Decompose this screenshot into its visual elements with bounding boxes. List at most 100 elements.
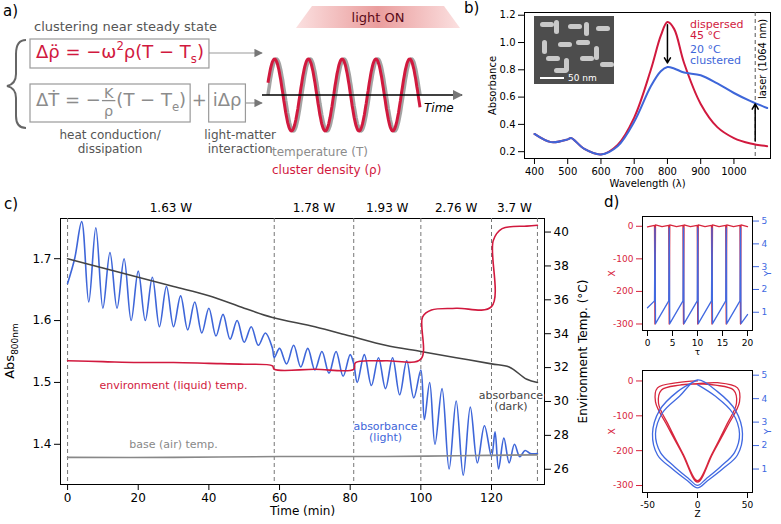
svg-text:heat conduction/dissipation: heat conduction/dissipation — [59, 128, 161, 156]
svg-text:80: 80 — [343, 491, 358, 505]
svg-text:light-matterinteraction: light-matterinteraction — [204, 128, 276, 156]
svg-text:0: 0 — [645, 338, 651, 348]
svg-text:base (air) temp.: base (air) temp. — [129, 438, 217, 451]
svg-text:15: 15 — [717, 338, 728, 348]
svg-text:0: 0 — [64, 491, 72, 505]
svg-text:absorbance(light): absorbance(light) — [353, 420, 417, 444]
svg-text:ρ(T − T: ρ(T − T — [124, 41, 192, 62]
svg-text:Environment Temp. (°C): Environment Temp. (°C) — [576, 280, 590, 424]
svg-text:1.5: 1.5 — [32, 375, 51, 389]
svg-text:a): a) — [3, 2, 18, 20]
svg-text:-300: -300 — [613, 480, 634, 490]
svg-text:5: 5 — [762, 216, 768, 226]
svg-text:ΔṪ = −: ΔṪ = − — [36, 89, 101, 110]
svg-text:20: 20 — [131, 491, 146, 505]
html-text:b): b) — [464, 0, 480, 17]
svg-text:laser (1064 nm): laser (1064 nm) — [757, 19, 768, 99]
svg-text:500: 500 — [558, 166, 577, 177]
svg-text:-100: -100 — [613, 411, 634, 421]
svg-text:X: X — [607, 428, 617, 434]
svg-text:(T − T: (T − T — [116, 89, 173, 110]
svg-text:0.4: 0.4 — [500, 119, 516, 130]
svg-text:): ) — [197, 41, 204, 62]
svg-text:700: 700 — [625, 166, 644, 177]
svg-text:iΔρ: iΔρ — [213, 89, 242, 110]
svg-text:30: 30 — [554, 394, 569, 408]
svg-text:Abs800nm: Abs800nm — [2, 323, 20, 379]
html-text:d): d) — [604, 193, 620, 211]
svg-text:0.8: 0.8 — [500, 64, 516, 75]
svg-text:X: X — [607, 270, 617, 276]
svg-text:1.2: 1.2 — [500, 9, 516, 20]
svg-text:0.6: 0.6 — [500, 91, 516, 102]
svg-text:absorbance(dark): absorbance(dark) — [479, 389, 543, 413]
svg-text:K: K — [104, 85, 114, 101]
svg-text:50 nm: 50 nm — [568, 73, 597, 83]
svg-text:0.2: 0.2 — [500, 146, 516, 157]
svg-text:Wavelength (λ): Wavelength (λ) — [609, 178, 685, 189]
svg-text:1: 1 — [762, 464, 768, 474]
svg-text:light ON: light ON — [352, 10, 405, 25]
svg-text:dispersed45 °C: dispersed45 °C — [690, 18, 744, 42]
svg-text:20 °Cclustered: 20 °Cclustered — [690, 43, 741, 67]
svg-text:e: e — [172, 100, 179, 114]
svg-text:Z: Z — [694, 509, 700, 519]
svg-text:clustering near steady state: clustering near steady state — [34, 19, 217, 34]
svg-text:3: 3 — [762, 417, 768, 427]
svg-text:1.6: 1.6 — [32, 313, 51, 327]
svg-text:600: 600 — [591, 166, 610, 177]
svg-text:0: 0 — [628, 221, 634, 231]
svg-text:2.76 W: 2.76 W — [435, 201, 478, 215]
svg-text:4: 4 — [762, 394, 768, 404]
svg-text:): ) — [179, 89, 186, 110]
svg-text:1.63 W: 1.63 W — [150, 201, 193, 215]
svg-text:Time (min): Time (min) — [269, 504, 335, 518]
svg-text:Y: Y — [763, 428, 773, 435]
svg-text:3.7 W: 3.7 W — [497, 201, 532, 215]
svg-text:2: 2 — [762, 440, 768, 450]
svg-text:34: 34 — [554, 327, 569, 341]
svg-text:cluster density (ρ): cluster density (ρ) — [272, 163, 381, 177]
svg-text:environment (liquid) temp.: environment (liquid) temp. — [100, 379, 248, 392]
svg-text:4: 4 — [762, 239, 768, 249]
svg-text:32: 32 — [554, 360, 569, 374]
svg-text:-300: -300 — [613, 319, 634, 329]
svg-text:-50: -50 — [640, 500, 655, 510]
svg-text:3: 3 — [762, 262, 768, 272]
svg-text:38: 38 — [554, 259, 569, 273]
svg-text:5: 5 — [762, 370, 768, 380]
svg-text:-100: -100 — [613, 254, 634, 264]
svg-text:5: 5 — [670, 338, 676, 348]
svg-text:120: 120 — [480, 491, 503, 505]
svg-text:Δρ̈ = −ω: Δρ̈ = −ω — [36, 41, 116, 62]
svg-text:100: 100 — [409, 491, 432, 505]
svg-text:900: 900 — [691, 166, 710, 177]
svg-text:1.7: 1.7 — [32, 252, 51, 266]
svg-text:28: 28 — [554, 428, 569, 442]
svg-text:temperature (T): temperature (T) — [272, 145, 368, 159]
svg-text:20: 20 — [742, 338, 754, 348]
svg-text:36: 36 — [554, 293, 569, 307]
svg-text:ρ: ρ — [104, 103, 113, 119]
svg-text:1.0: 1.0 — [500, 37, 516, 48]
svg-text:Y: Y — [763, 270, 773, 277]
svg-text:2: 2 — [116, 39, 123, 53]
svg-text:1.93 W: 1.93 W — [366, 201, 409, 215]
svg-text:Absorbance: Absorbance — [487, 56, 498, 115]
svg-text:400: 400 — [525, 166, 544, 177]
svg-text:1: 1 — [762, 307, 768, 317]
svg-text:Time: Time — [424, 101, 454, 115]
svg-text:-200: -200 — [613, 446, 634, 456]
svg-text:1.78 W: 1.78 W — [293, 201, 336, 215]
svg-text:40: 40 — [201, 491, 216, 505]
svg-text:2: 2 — [762, 284, 768, 294]
svg-text:0: 0 — [628, 376, 634, 386]
svg-text:800: 800 — [658, 166, 677, 177]
svg-text:50: 50 — [742, 500, 754, 510]
svg-text:-200: -200 — [613, 286, 634, 296]
svg-text:1000: 1000 — [721, 166, 746, 177]
svg-text:26: 26 — [554, 462, 569, 476]
svg-text:1.4: 1.4 — [32, 437, 51, 451]
svg-text:τ: τ — [695, 347, 700, 357]
svg-text:40: 40 — [554, 225, 569, 239]
